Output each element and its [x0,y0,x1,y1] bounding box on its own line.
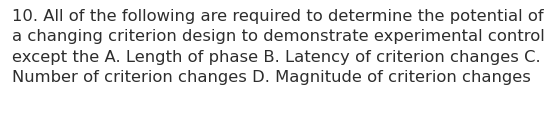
Text: 10. All of the following are required to determine the potential of
a changing c: 10. All of the following are required to… [12,9,545,85]
